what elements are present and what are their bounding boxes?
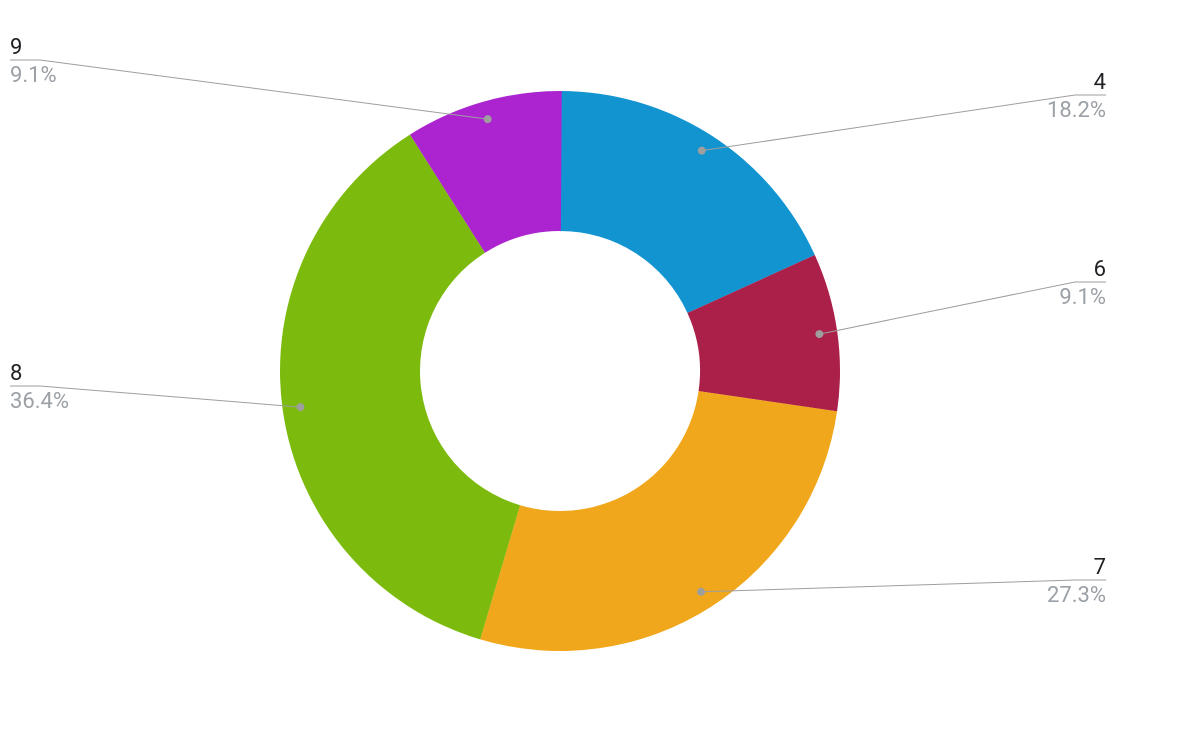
- slice-label-percent: 9.1%: [10, 63, 57, 88]
- slice-label-percent: 36.4%: [10, 389, 69, 414]
- slice-label-name: 8: [10, 361, 22, 386]
- leader-line: [10, 60, 488, 119]
- donut-chart: 4 18.2% 6 9.1% 7 27.3% 8 36.4% 9 9.1%: [0, 0, 1200, 742]
- slice-label-name: 4: [1094, 70, 1106, 95]
- slice-label-name: 9: [10, 35, 22, 60]
- slice-label-percent: 18.2%: [1047, 98, 1106, 123]
- leader-line: [702, 95, 1106, 151]
- slice-label-name: 6: [1094, 257, 1106, 282]
- leader-line: [701, 580, 1106, 592]
- slice-label-percent: 27.3%: [1047, 583, 1106, 608]
- slice-label-name: 7: [1094, 555, 1106, 580]
- donut-slices: [280, 91, 840, 651]
- donut-slice: [480, 391, 837, 651]
- slice-label-percent: 9.1%: [1059, 285, 1106, 310]
